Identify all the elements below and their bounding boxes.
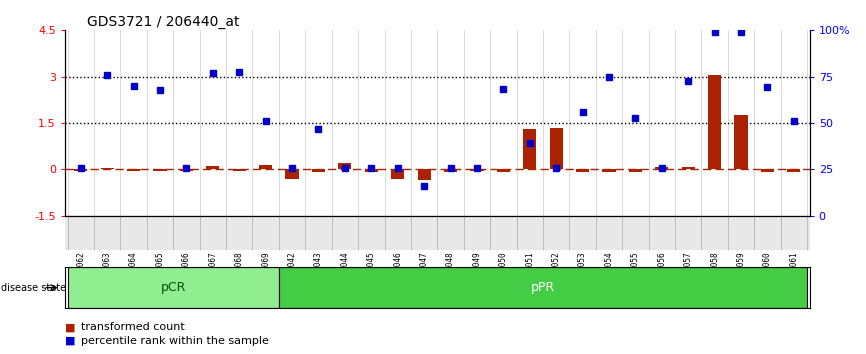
Text: percentile rank within the sample: percentile rank within the sample xyxy=(81,336,268,346)
Text: ■: ■ xyxy=(65,322,75,332)
Bar xyxy=(286,169,299,179)
Text: GDS3721 / 206440_at: GDS3721 / 206440_at xyxy=(87,15,240,29)
Bar xyxy=(391,169,404,179)
Bar xyxy=(127,169,140,171)
Text: ■: ■ xyxy=(65,336,75,346)
Bar xyxy=(761,169,774,172)
Bar xyxy=(68,267,279,308)
Bar xyxy=(576,169,589,172)
Bar xyxy=(550,127,563,169)
Bar xyxy=(444,169,457,172)
Bar xyxy=(180,169,193,171)
Bar xyxy=(206,166,219,169)
Bar xyxy=(279,267,807,308)
Bar xyxy=(603,169,616,172)
Bar xyxy=(259,165,272,169)
Bar xyxy=(100,168,113,169)
Bar xyxy=(497,169,510,172)
Text: transformed count: transformed count xyxy=(81,322,184,332)
Bar xyxy=(682,167,695,169)
Bar xyxy=(734,115,747,169)
Bar xyxy=(417,169,430,180)
Bar xyxy=(312,169,325,172)
Bar xyxy=(233,169,246,171)
Bar xyxy=(74,169,87,171)
Bar xyxy=(470,169,483,171)
Bar xyxy=(153,169,166,171)
Bar xyxy=(708,75,721,169)
Text: disease state: disease state xyxy=(1,282,66,293)
Bar xyxy=(629,169,642,172)
Text: pCR: pCR xyxy=(160,281,186,294)
Bar xyxy=(339,162,352,169)
Bar xyxy=(656,167,669,169)
Bar xyxy=(523,129,536,169)
Bar xyxy=(365,169,378,172)
Text: pPR: pPR xyxy=(531,281,555,294)
Bar xyxy=(787,169,800,172)
